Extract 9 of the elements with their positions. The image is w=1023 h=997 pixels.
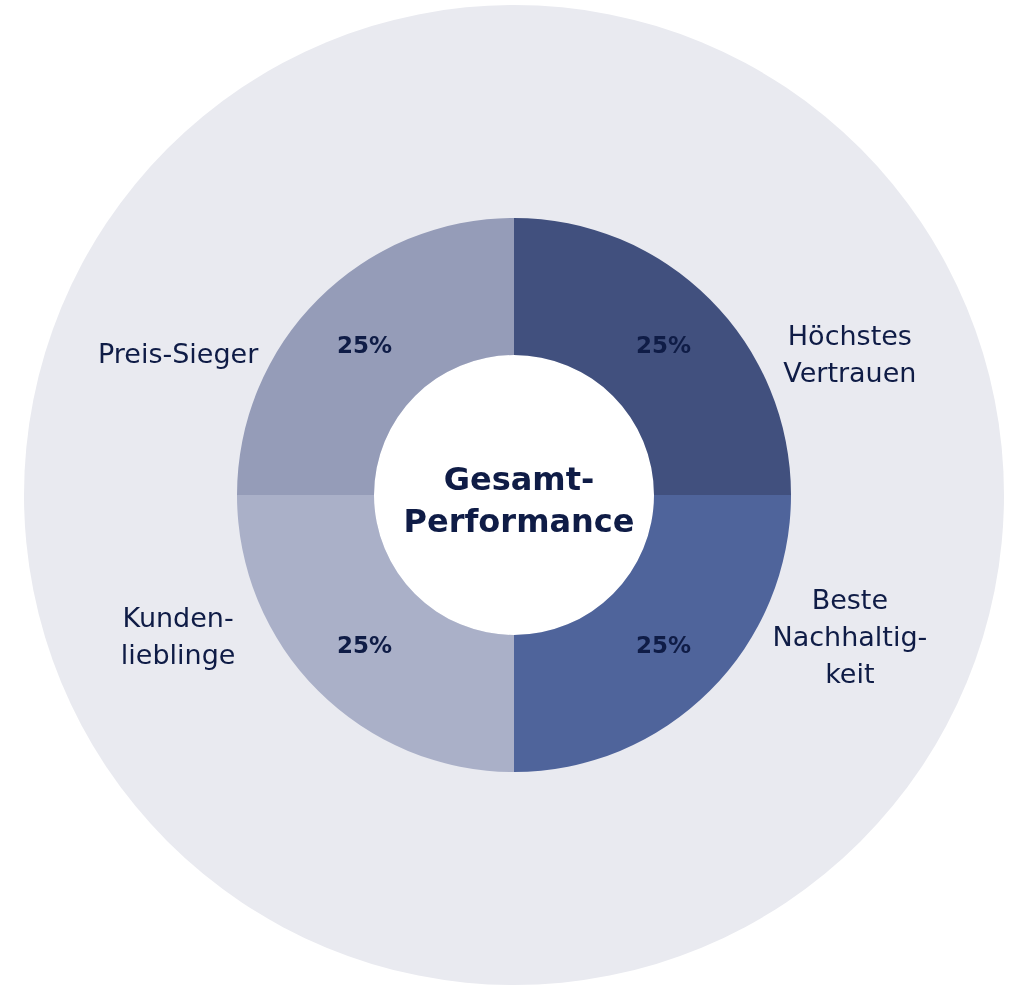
text: Gesamt- Performance [403, 460, 635, 540]
slice-label: Preis-Sieger [97, 338, 260, 370]
slice-label: Beste Nachhaltig- keit [772, 583, 928, 689]
slice-label: Kunden- lieblinge [120, 602, 236, 671]
slice-label: Höchstes Vertrauen [783, 319, 917, 388]
data-label: 25% [336, 332, 392, 359]
data-label: 25% [336, 631, 392, 658]
data-label: 25% [636, 631, 692, 658]
data-label: 25% [636, 332, 692, 359]
